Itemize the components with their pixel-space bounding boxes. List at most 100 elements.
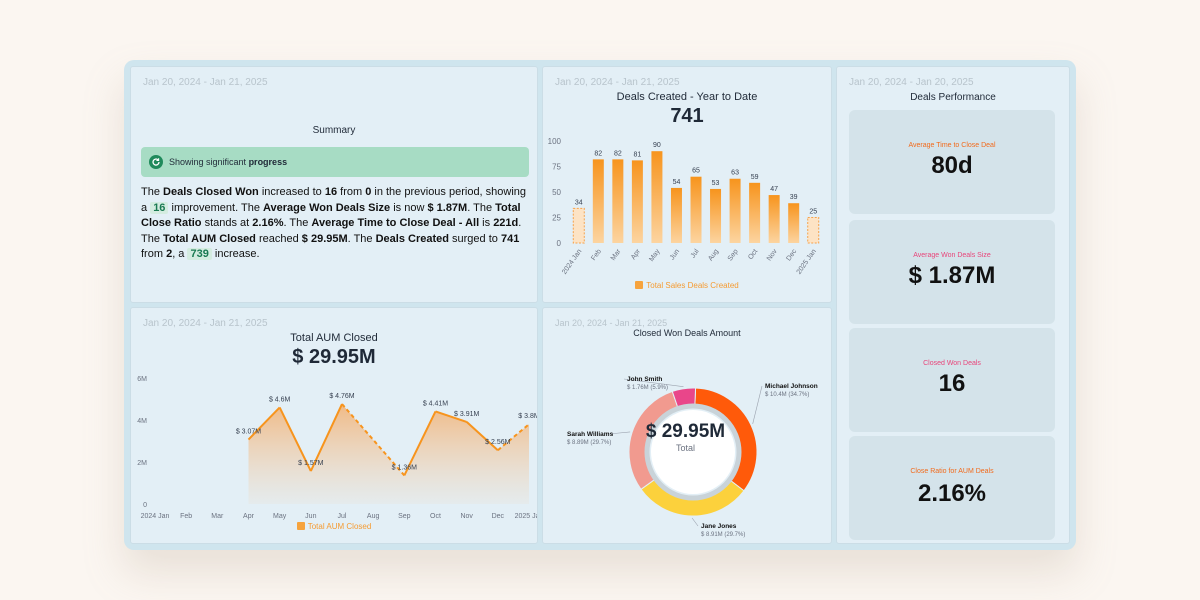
closed-won-donut-chart: Michael Johnson $ 10.4M (34.7%) Jane Jones…: [567, 376, 818, 538]
slice-name-label: John Smith: [627, 376, 662, 383]
series-line-segment: [247, 406, 281, 441]
bar-value-label: 82: [614, 150, 622, 157]
kpi-value: 80d: [931, 152, 973, 179]
improvement-chip: 16: [150, 201, 169, 214]
slice-value-label: $ 8.91M (29.7%): [701, 532, 745, 538]
performance-title: Deals Performance: [910, 92, 996, 103]
bar: [631, 160, 643, 243]
aum-date-range: Jan 20, 2024 - Jan 21, 2025: [143, 318, 268, 329]
bar-value-label: 63: [731, 170, 739, 177]
slice-leader-line: [623, 378, 684, 387]
x-tick-label: 2024 Jan: [561, 248, 583, 276]
x-tick-label: Jun: [305, 513, 316, 520]
series-line-segment: [465, 421, 499, 451]
slice-value-label: $ 1.76M (5.9%): [627, 385, 668, 391]
summary-title: Summary: [312, 125, 356, 136]
series-line-segment: [341, 403, 406, 477]
x-tick-label: Sep: [727, 248, 740, 262]
legend-checkbox-icon: [635, 281, 644, 289]
bar: [807, 217, 820, 244]
deals-created-title: Deals Created - Year to Date: [616, 91, 758, 103]
x-tick-label: Nov: [460, 513, 473, 520]
point-value-label: $ 1.36M: [392, 464, 417, 471]
x-tick-label: May: [648, 248, 662, 263]
slice-value-label: $ 8.89M (29.7%): [567, 440, 611, 446]
performance-panel: Jan 20, 2024 - Jan 20, 2025 Deals Perfor…: [836, 66, 1070, 544]
deals-created-legend[interactable]: Total Sales Deals Created: [543, 281, 831, 290]
progress-banner: Showing significant progress: [141, 147, 529, 177]
bar: [690, 176, 702, 243]
y-tick-label: 25: [552, 214, 561, 223]
aum-panel: Jan 20, 2024 - Jan 21, 2025 Total AUM Cl…: [130, 307, 538, 544]
x-tick-label: Jul: [690, 248, 701, 260]
x-tick-label: 2024 Jan: [141, 513, 170, 520]
donut-center-value: $ 29.95M: [645, 421, 726, 442]
donut-center-label: Total: [675, 443, 695, 453]
legend-checkbox-icon: [296, 522, 305, 530]
slice-leader-line: [608, 431, 631, 435]
y-tick-label: 0: [143, 502, 147, 509]
aum-title: Total AUM Closed: [290, 332, 378, 344]
aum-legend[interactable]: Total AUM Closed: [131, 522, 537, 531]
slice-name-label: Michael Johnson: [765, 383, 818, 390]
point-value-label: $ 1.57M: [298, 460, 323, 467]
donut-center: [651, 410, 735, 494]
bar-value-label: 59: [751, 174, 759, 181]
bar: [788, 203, 800, 243]
bar: [710, 188, 722, 243]
x-tick-label: Aug: [707, 248, 720, 262]
kpi-value: 16: [938, 370, 966, 397]
deals-created-total: 741: [670, 105, 704, 127]
x-tick-label: Aug: [367, 513, 380, 520]
x-tick-label: May: [273, 513, 287, 520]
slice-name-label: Jane Jones: [701, 523, 737, 530]
slice-leader-line: [691, 517, 699, 527]
x-tick-label: Mar: [610, 248, 623, 262]
progress-icon: [149, 155, 163, 169]
closed-won-title: Closed Won Deals Amount: [633, 328, 741, 338]
x-tick-label: Apr: [630, 248, 642, 261]
kpi-label: Close Ratio for AUM Deals: [910, 468, 994, 475]
series-line-segment: [435, 410, 467, 423]
kpi-value: $ 1.87M: [908, 262, 996, 289]
bar-value-label: 82: [594, 150, 602, 157]
bar-value-label: 34: [575, 199, 583, 206]
x-tick-label: Mar: [211, 513, 224, 520]
x-tick-label: Oct: [430, 513, 441, 520]
series-line-segment: [309, 403, 343, 472]
y-tick-label: 6M: [137, 376, 147, 383]
bar: [612, 159, 624, 243]
y-tick-label: 50: [552, 188, 561, 197]
bar: [729, 178, 741, 243]
kpi-label: Average Time to Close Deal: [908, 142, 996, 149]
bar-value-label: 65: [692, 168, 700, 175]
y-tick-label: 0: [557, 239, 562, 248]
x-tick-label: 2025 Jan: [796, 248, 818, 276]
point-value-label: $ 3.8M: [518, 413, 538, 420]
bar-value-label: 39: [790, 194, 798, 201]
bar: [572, 207, 585, 244]
kpi-closed-won-deals: Closed Won Deals 16: [849, 328, 1055, 432]
summary-date-range: Jan 20, 2024 - Jan 21, 2025: [143, 77, 268, 88]
aum-total: $ 29.95M: [292, 346, 376, 368]
bar: [768, 195, 780, 243]
kpi-avg-time-to-close: Average Time to Close Deal 80d: [849, 110, 1055, 214]
x-tick-label: Nov: [766, 248, 779, 263]
bar: [592, 159, 604, 243]
closed-won-panel: Jan 20, 2024 - Jan 21, 2025 Closed Won D…: [542, 307, 832, 544]
x-tick-label: Feb: [590, 248, 603, 262]
banner-bold: progress: [248, 157, 288, 167]
summary-panel: Jan 20, 2024 - Jan 21, 2025 Summary Show…: [130, 66, 538, 303]
kpi-close-ratio-aum: Close Ratio for AUM Deals 2.16%: [849, 436, 1055, 540]
y-tick-label: 75: [552, 163, 561, 172]
bar-value-label: 47: [770, 186, 778, 193]
x-tick-label: Jul: [338, 513, 347, 520]
x-tick-label: 2025 Jan: [515, 513, 538, 520]
kpi-label: Closed Won Deals: [923, 360, 981, 367]
bar: [670, 187, 682, 243]
x-tick-label: Oct: [747, 248, 759, 261]
kpi-value: 2.16%: [917, 480, 987, 507]
slice-name-label: Sarah Williams: [567, 431, 614, 438]
kpi-avg-won-deal-size: Average Won Deals Size $ 1.87M: [849, 220, 1055, 324]
kpi-label: Average Won Deals Size: [913, 252, 991, 259]
